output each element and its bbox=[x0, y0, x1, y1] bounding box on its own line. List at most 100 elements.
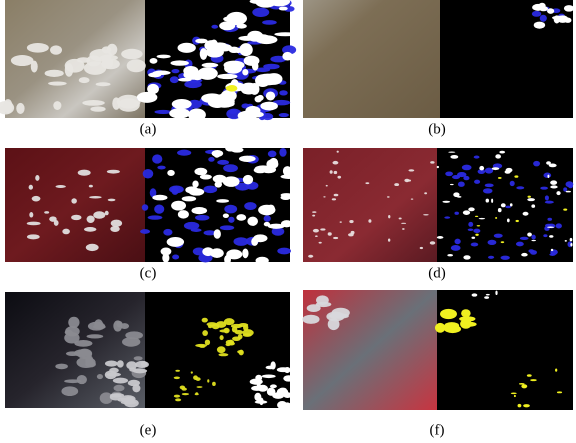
satellite-image bbox=[5, 148, 145, 262]
cloud-region bbox=[484, 296, 489, 299]
snow-region bbox=[516, 220, 519, 222]
cloud-shadow-region bbox=[468, 228, 474, 231]
cloud-shadow-region bbox=[471, 242, 479, 246]
cloud bbox=[65, 326, 80, 336]
snow-region bbox=[220, 335, 224, 340]
cloud-shadow-region bbox=[268, 151, 277, 158]
cloud-region bbox=[557, 15, 568, 23]
cloud-shadow-region bbox=[468, 222, 473, 227]
cloud bbox=[315, 235, 318, 237]
cloud-region bbox=[251, 386, 262, 391]
cloud bbox=[55, 185, 65, 188]
snow-region bbox=[232, 336, 241, 341]
cloud-region bbox=[450, 155, 458, 159]
cloud bbox=[105, 361, 118, 367]
snow-region bbox=[444, 325, 461, 333]
snow-region bbox=[207, 379, 209, 382]
snow-region bbox=[191, 371, 193, 373]
cloud bbox=[97, 374, 103, 379]
cloud-shadow-region bbox=[488, 256, 494, 259]
cloud-region bbox=[264, 222, 270, 227]
cloud-shadow-region bbox=[223, 164, 238, 172]
satellite-image bbox=[303, 290, 437, 410]
satellite-image bbox=[303, 0, 440, 118]
snow-region bbox=[199, 345, 205, 348]
cloud-region bbox=[266, 366, 275, 370]
cloud-shadow-region bbox=[143, 169, 154, 179]
cloud bbox=[349, 220, 353, 223]
cloud bbox=[420, 247, 423, 249]
cloud bbox=[27, 43, 49, 53]
cloud bbox=[85, 361, 96, 367]
snow-region bbox=[197, 386, 203, 388]
cloud bbox=[84, 227, 96, 232]
cloud-region bbox=[463, 210, 470, 215]
cloud-region bbox=[260, 102, 278, 111]
cloud-region bbox=[550, 180, 557, 184]
cloud bbox=[326, 185, 328, 187]
cloud-region bbox=[242, 69, 248, 75]
panel-label: (e) bbox=[140, 422, 157, 438]
cloud bbox=[64, 379, 81, 383]
cloud-shadow-region bbox=[148, 215, 163, 219]
cloud-shadow-region bbox=[501, 256, 510, 260]
cloud bbox=[307, 304, 321, 312]
cloud-region bbox=[245, 106, 260, 116]
snow-region bbox=[495, 217, 497, 219]
snow-region bbox=[498, 177, 502, 179]
cloud bbox=[128, 380, 140, 386]
snow-region bbox=[514, 175, 518, 177]
cloud bbox=[404, 179, 409, 182]
cloud bbox=[79, 77, 90, 83]
satellite-image bbox=[303, 148, 437, 262]
snow-region bbox=[175, 398, 181, 401]
cloud-shadow-region bbox=[494, 234, 503, 238]
cloud bbox=[29, 212, 33, 217]
cloud bbox=[3, 99, 12, 113]
cloud bbox=[328, 232, 332, 235]
cloud-shadow-region bbox=[252, 8, 269, 17]
cloud bbox=[108, 199, 116, 202]
cloud-region bbox=[226, 12, 247, 25]
cloud bbox=[127, 59, 146, 72]
cloud-region bbox=[170, 60, 188, 65]
cloud bbox=[316, 295, 329, 305]
cloud-shadow-region bbox=[547, 218, 552, 221]
cloud bbox=[35, 175, 39, 181]
cloud bbox=[332, 198, 336, 200]
cloud-shadow-region bbox=[531, 235, 535, 240]
cloud bbox=[62, 229, 70, 235]
snow-region bbox=[174, 395, 180, 398]
cloud-shadow-region bbox=[163, 229, 172, 236]
cloud-shadow-region bbox=[474, 180, 480, 184]
cloud-region bbox=[167, 170, 175, 176]
cloud-shadow-region bbox=[228, 217, 234, 223]
snow-region bbox=[217, 346, 226, 353]
cloud-region bbox=[506, 168, 513, 172]
cloud-region bbox=[225, 145, 236, 152]
panel-label: (b) bbox=[428, 121, 446, 137]
cloud-region bbox=[266, 73, 283, 85]
cloud bbox=[312, 211, 316, 213]
cloud bbox=[96, 82, 111, 86]
cloud-region bbox=[274, 32, 296, 36]
cloud-region bbox=[178, 43, 196, 53]
cloud-shadow-region bbox=[171, 69, 179, 73]
cloud-shadow-region bbox=[483, 188, 493, 193]
cloud-shadow-region bbox=[208, 157, 214, 162]
cloud-region bbox=[268, 224, 285, 229]
snow-region bbox=[205, 339, 210, 345]
cloud bbox=[93, 211, 105, 219]
cloud-shadow-region bbox=[540, 187, 548, 190]
cloud-shadow-region bbox=[177, 150, 191, 156]
cloud-shadow-region bbox=[279, 148, 286, 157]
snow-region bbox=[223, 328, 229, 334]
cloud-region bbox=[547, 175, 549, 178]
cloud-region bbox=[223, 213, 229, 218]
cloud-region bbox=[256, 257, 269, 265]
cloud bbox=[74, 340, 92, 347]
cloud bbox=[334, 194, 339, 197]
cloud bbox=[49, 216, 57, 222]
cloud-shadow-region bbox=[170, 76, 179, 83]
snow-region bbox=[521, 384, 527, 388]
